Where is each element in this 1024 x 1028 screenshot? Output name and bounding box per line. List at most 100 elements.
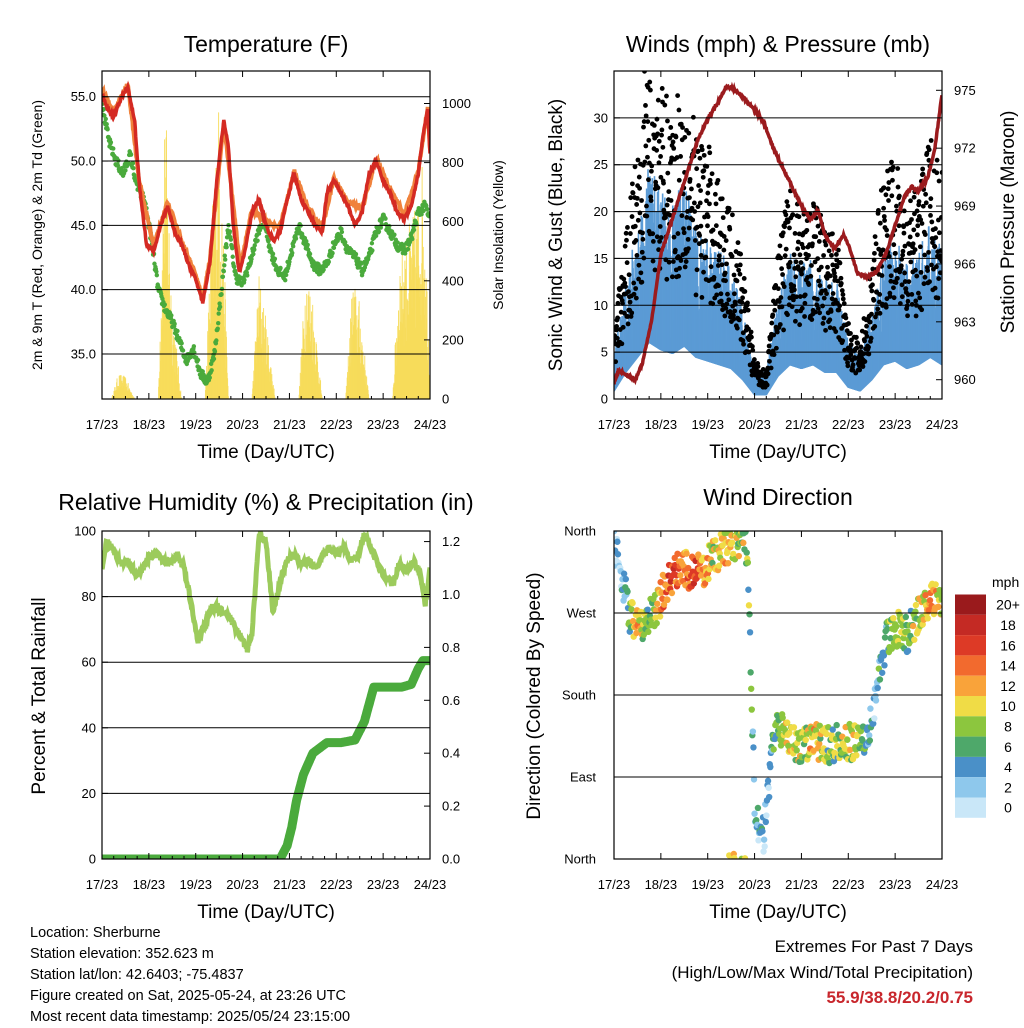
- direction-point: [911, 636, 918, 643]
- gust-point: [692, 238, 698, 243]
- gust-point: [699, 147, 705, 153]
- gust-point: [698, 253, 704, 258]
- legend-swatch: [955, 655, 986, 676]
- direction-point: [881, 662, 888, 669]
- gust-point: [765, 371, 771, 377]
- gust-point: [680, 125, 685, 130]
- gust-point: [667, 135, 673, 141]
- direction-point: [844, 736, 851, 743]
- gust-point: [643, 103, 648, 108]
- gust-point: [923, 191, 928, 197]
- gust-point: [824, 275, 830, 281]
- x-tick-label: 17/23: [86, 877, 119, 892]
- direction-point: [660, 601, 668, 608]
- dewpoint-point: [216, 311, 221, 316]
- direction-point: [760, 848, 767, 855]
- gust-point: [875, 306, 881, 312]
- gust-point: [917, 244, 923, 250]
- direction-point: [750, 744, 757, 751]
- direction-point: [709, 559, 716, 567]
- direction-point: [812, 727, 820, 734]
- gust-point: [731, 272, 737, 278]
- y-tick-label: North: [564, 852, 596, 867]
- gust-point: [760, 366, 766, 372]
- gust-point: [817, 283, 823, 288]
- gust-point: [820, 321, 826, 326]
- gust-point: [868, 335, 874, 341]
- gust-point: [838, 281, 844, 286]
- x-axis-label: Time (Day/UTC): [709, 442, 847, 463]
- x-tick-label: 24/23: [926, 417, 959, 432]
- gust-point: [891, 242, 897, 248]
- dewpoint-point: [290, 244, 296, 249]
- pressure-line: [614, 81, 942, 386]
- winds-axes: 0 5 10 15 20 25 30 960 963 966 969 972 975 17/23 18/23…: [594, 31, 976, 463]
- gust-point: [913, 298, 919, 304]
- dewpoint-point: [266, 239, 271, 244]
- gust-point: [721, 234, 727, 239]
- gust-point: [903, 286, 909, 292]
- dewpoint-point: [217, 304, 223, 310]
- dewpoint-point: [219, 292, 224, 297]
- gust-point: [687, 195, 692, 201]
- direction-point: [614, 551, 622, 558]
- gust-point: [719, 196, 725, 202]
- gust-point: [694, 224, 700, 230]
- gust-point: [934, 157, 940, 163]
- dewpoint-point: [130, 161, 136, 166]
- gust-point: [714, 292, 720, 298]
- gust-point: [809, 317, 815, 322]
- gust-point: [804, 227, 810, 233]
- dewpoint-point: [307, 251, 313, 257]
- y-tick-label: 15: [594, 251, 608, 266]
- gust-point: [875, 208, 881, 213]
- direction-point: [870, 720, 877, 727]
- gust-point: [664, 202, 670, 208]
- gust-point: [866, 344, 871, 350]
- gust-point: [742, 289, 748, 294]
- dewpoint-point: [212, 349, 218, 354]
- direction-point: [701, 580, 709, 587]
- gust-point: [832, 270, 837, 276]
- direction-point: [783, 719, 791, 726]
- gust-point: [621, 276, 627, 282]
- legend-swatch: [955, 675, 986, 696]
- dewpoint-point: [220, 274, 226, 279]
- gust-point: [872, 250, 877, 256]
- gust-point: [708, 181, 713, 187]
- x-tick-label: 22/23: [320, 877, 353, 892]
- dewpoint-point: [272, 256, 278, 261]
- gust-point: [698, 188, 703, 193]
- gust-point: [869, 288, 875, 294]
- x-tick-label: 21/23: [785, 417, 818, 432]
- dewpoint-point: [214, 338, 219, 343]
- direction-point: [938, 596, 942, 603]
- direction-point: [890, 615, 897, 622]
- gust-point: [888, 273, 894, 279]
- legend-swatch: [955, 696, 986, 717]
- x-tick-label: 23/23: [367, 877, 400, 892]
- direction-point: [763, 812, 770, 819]
- gust-point: [815, 223, 821, 229]
- x-tick-label: 22/23: [320, 417, 353, 432]
- gust-point: [678, 258, 684, 263]
- direction-point: [919, 621, 926, 628]
- gust-point: [790, 212, 796, 217]
- gust-point: [827, 325, 833, 331]
- gust-point: [815, 306, 821, 311]
- legend-swatch: [955, 736, 986, 757]
- gust-point: [690, 114, 696, 120]
- dewpoint-point: [331, 245, 337, 251]
- y-right-tick-label: 0.2: [442, 799, 460, 814]
- dewpoint-point: [252, 247, 257, 252]
- dewpoint-point: [326, 259, 331, 265]
- direction-point: [683, 550, 690, 557]
- gust-point: [656, 160, 662, 166]
- gust-point: [634, 195, 640, 201]
- gust-point: [928, 212, 933, 218]
- gust-point: [639, 249, 645, 255]
- gust-point: [640, 230, 645, 236]
- gust-point: [693, 292, 699, 298]
- gust-point: [715, 177, 721, 183]
- gust-point: [772, 307, 778, 313]
